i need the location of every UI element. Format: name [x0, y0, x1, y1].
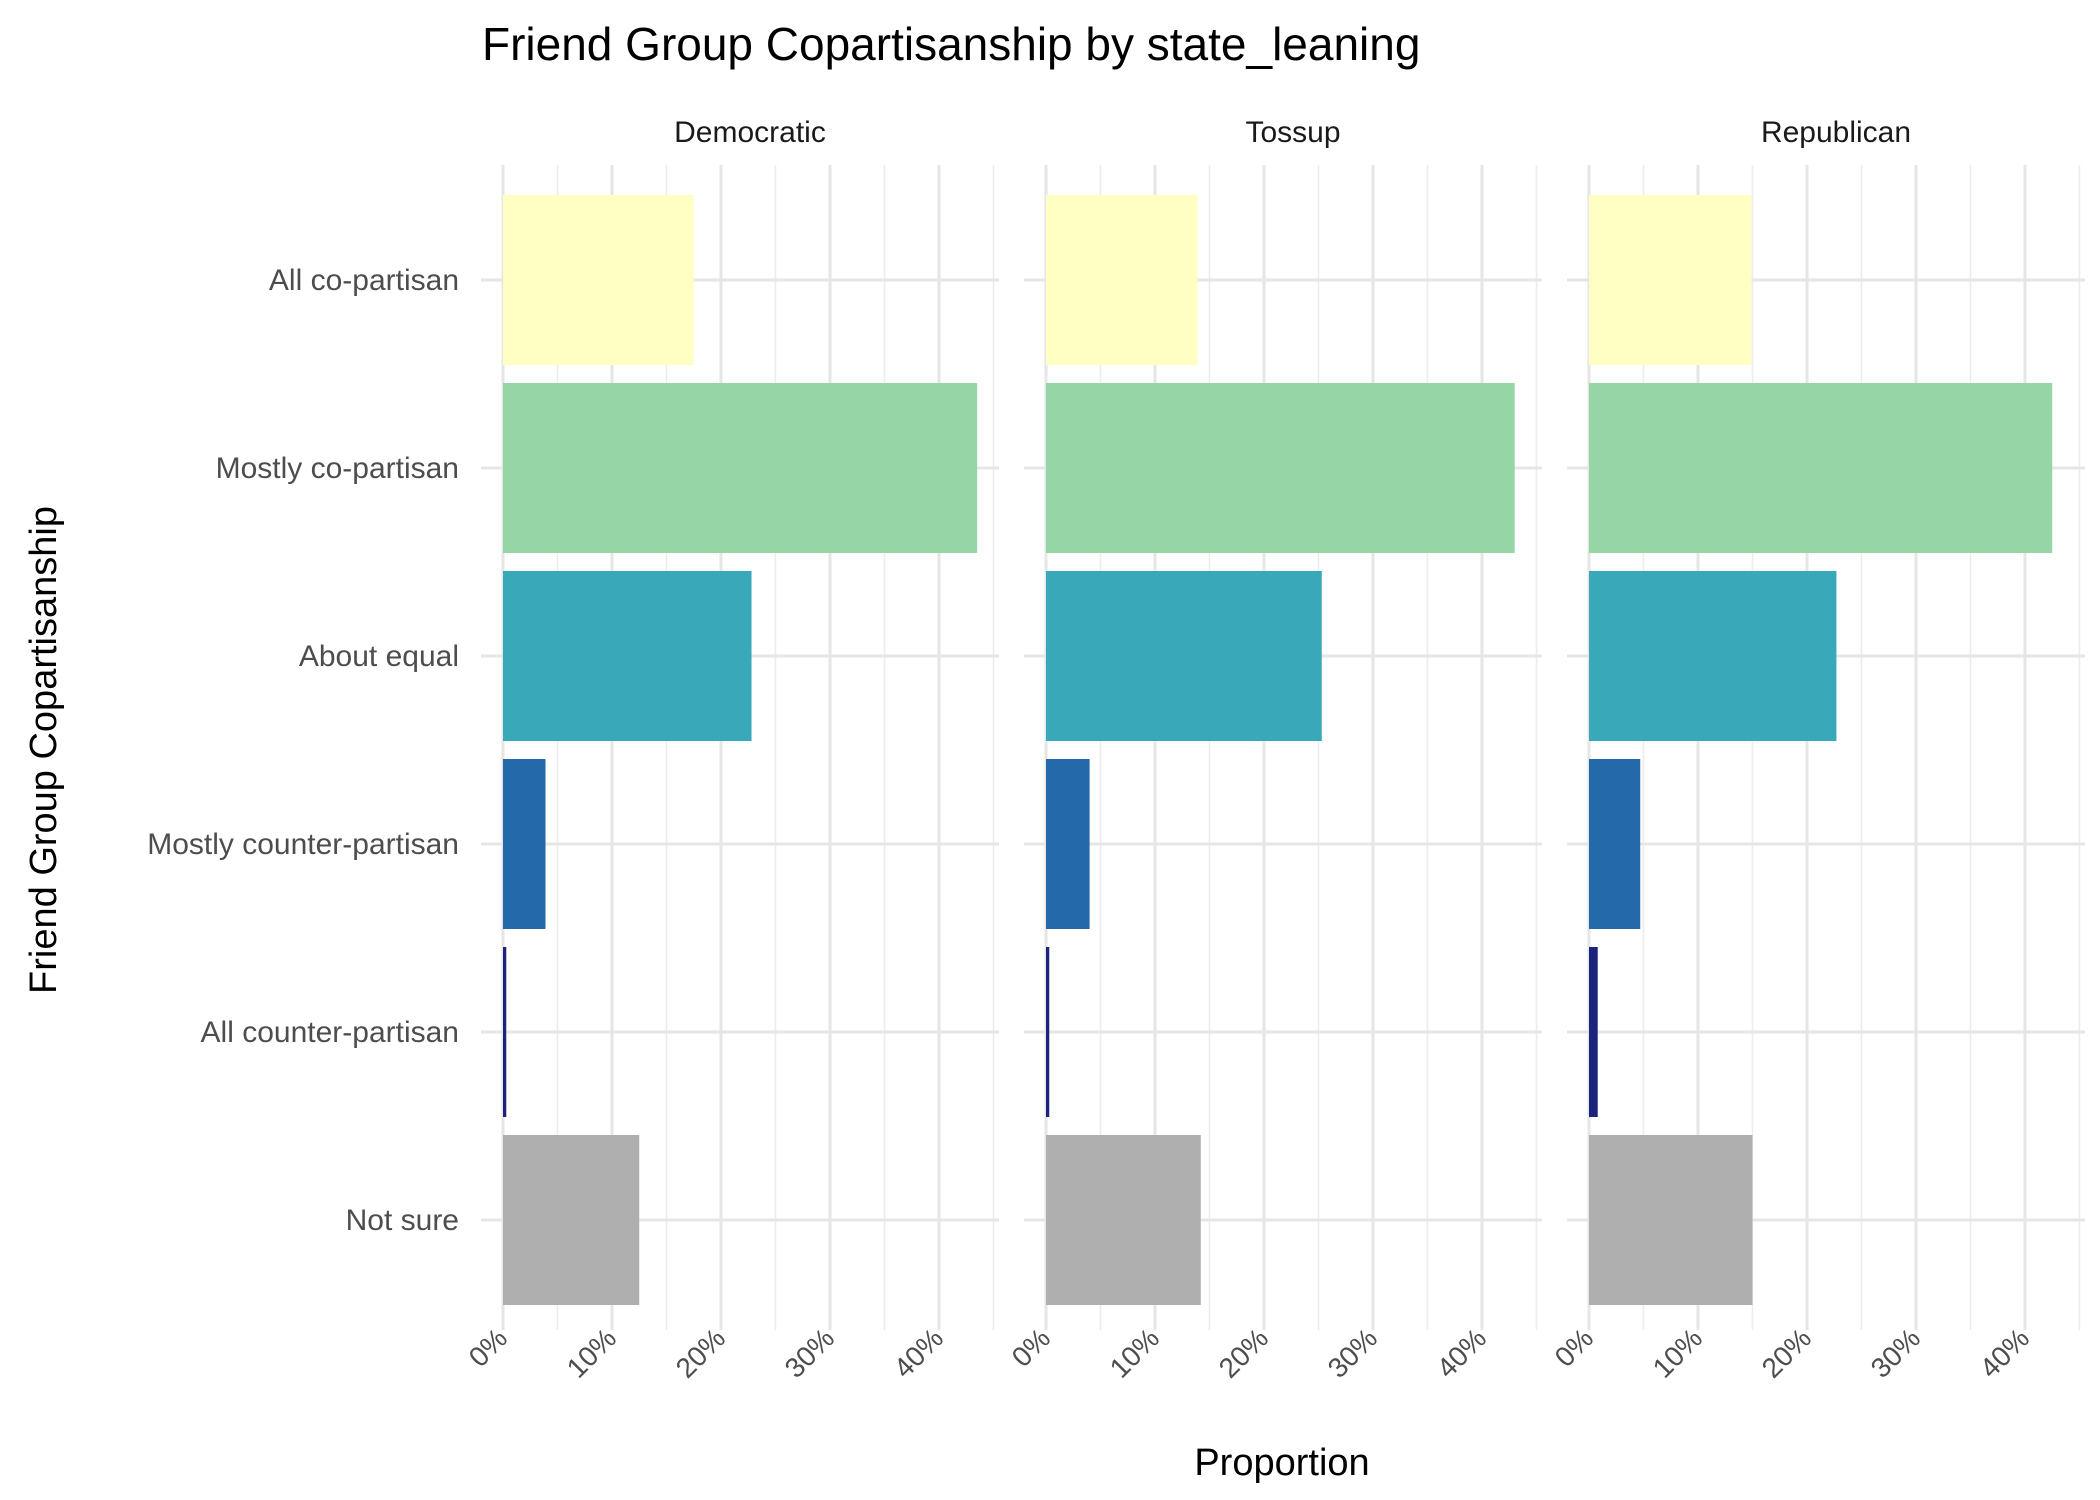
bar-tossup-about-equal — [1046, 571, 1322, 741]
bar-republican-about-equal — [1589, 571, 1837, 741]
panel-democratic: Democratic 0% 10% 20% 30% 40% — [463, 116, 999, 1384]
bar-republican-mostly-counter-partisan — [1589, 759, 1641, 929]
bar-democratic-all-co-partisan — [503, 195, 694, 365]
facet-label-tossup: Tossup — [1245, 116, 1340, 149]
panel-tossup: Tossup 0% 10% 20% 30% 40% — [1006, 116, 1542, 1384]
x-tick-label: 10% — [1104, 1322, 1166, 1384]
y-tick-label-mostly-co-partisan: Mostly co-partisan — [216, 452, 459, 485]
x-tick-label: 30% — [1865, 1322, 1927, 1384]
x-tick-label: 40% — [1974, 1322, 2036, 1384]
x-tick-label: 40% — [888, 1322, 950, 1384]
x-tick-label: 0% — [463, 1322, 514, 1373]
x-tick-label: 20% — [1756, 1322, 1818, 1384]
x-tick-label: 0% — [1549, 1322, 1600, 1373]
facet-label-republican: Republican — [1761, 116, 1911, 149]
bar-democratic-mostly-co-partisan — [503, 383, 978, 553]
x-axis-title: Proportion — [1194, 1442, 1369, 1484]
x-tick-label: 30% — [1322, 1322, 1384, 1384]
bar-democratic-about-equal — [503, 571, 752, 741]
y-tick-label-not-sure: Not sure — [346, 1204, 459, 1237]
bar-tossup-mostly-co-partisan — [1046, 383, 1515, 553]
x-tick-label: 30% — [779, 1322, 841, 1384]
x-tick-label: 10% — [1647, 1322, 1709, 1384]
y-tick-label-about-equal: About equal — [299, 640, 459, 673]
bar-republican-mostly-co-partisan — [1589, 383, 2053, 553]
bar-tossup-mostly-counter-partisan — [1046, 759, 1090, 929]
bar-tossup-all-counter-partisan — [1046, 947, 1050, 1117]
y-axis-title: Friend Group Copartisanship — [23, 506, 65, 994]
y-tick-label-all-co-partisan: All co-partisan — [269, 264, 459, 297]
bar-tossup-all-co-partisan — [1046, 195, 1198, 365]
panel-republican: Republican 0% 10% 20% 30% 40% — [1549, 116, 2085, 1384]
x-tick-label: 20% — [670, 1322, 732, 1384]
y-tick-label-all-counter-partisan: All counter-partisan — [201, 1016, 459, 1049]
x-tick-label: 10% — [561, 1322, 623, 1384]
bar-republican-all-counter-partisan — [1589, 947, 1598, 1117]
bar-tossup-not-sure — [1046, 1135, 1201, 1305]
x-tick-label: 40% — [1431, 1322, 1493, 1384]
y-axis-tick-labels: All co-partisan Mostly co-partisan About e… — [147, 264, 459, 1237]
x-tick-label: 20% — [1213, 1322, 1275, 1384]
bar-democratic-not-sure — [503, 1135, 640, 1305]
chart-title: Friend Group Copartisanship by state_lea… — [482, 18, 1420, 70]
y-tick-label-mostly-counter-partisan: Mostly counter-partisan — [147, 828, 459, 861]
bar-democratic-mostly-counter-partisan — [503, 759, 546, 929]
facet-label-democratic: Democratic — [674, 116, 826, 149]
bar-republican-not-sure — [1589, 1135, 1753, 1305]
bar-democratic-all-counter-partisan — [503, 947, 507, 1117]
x-tick-label: 0% — [1006, 1322, 1057, 1373]
bar-republican-all-co-partisan — [1589, 195, 1752, 365]
plot-area: Democratic 0% 10% 20% 30% 40% Tossup 0% 10% 20% 30… — [463, 116, 2085, 1384]
